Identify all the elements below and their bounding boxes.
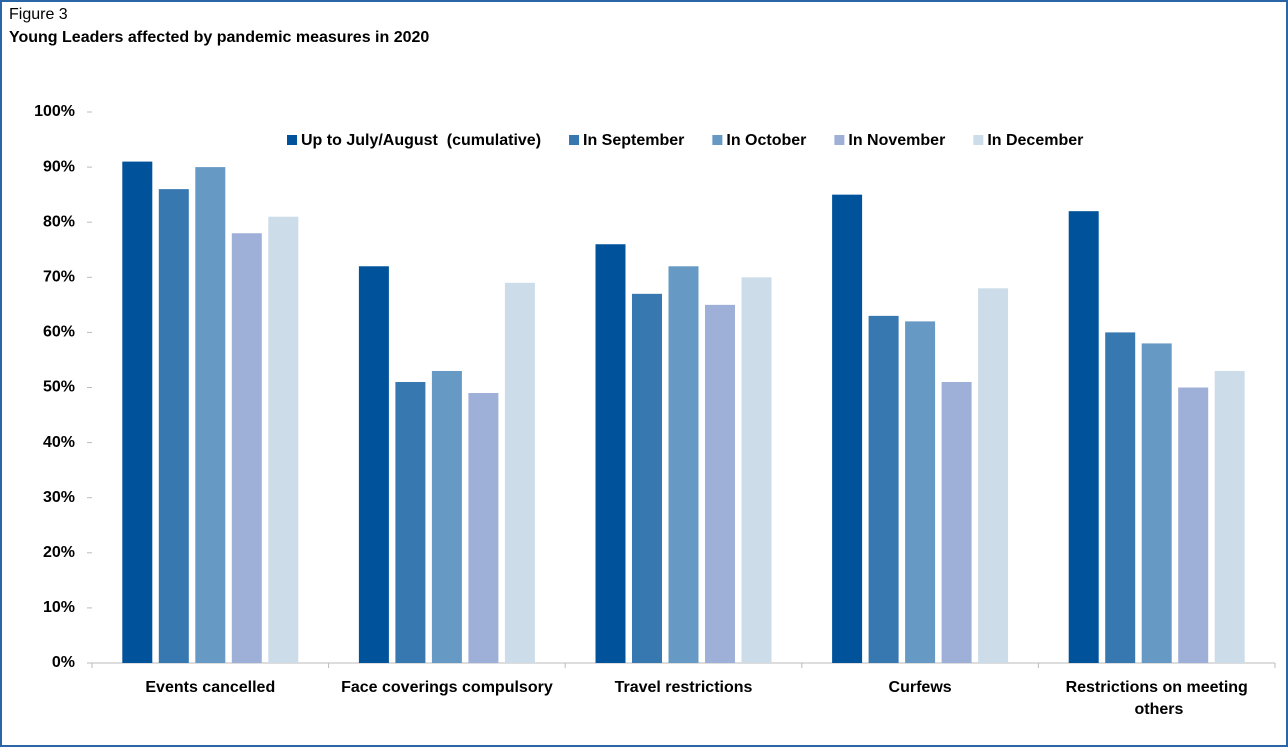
bar [741, 277, 772, 663]
x-tick-label: Events cancelled [145, 679, 275, 696]
legend-label: In November [848, 132, 945, 149]
bar [122, 161, 153, 663]
bar [395, 381, 426, 663]
y-tick-label: 10% [43, 599, 75, 616]
bar [978, 288, 1009, 663]
chart-title: Young Leaders affected by pandemic measu… [9, 29, 429, 46]
legend-label: In December [987, 132, 1083, 149]
bar [1068, 211, 1099, 663]
bar [705, 304, 735, 663]
bar [504, 282, 535, 663]
y-tick-label: 80% [43, 213, 75, 230]
legend-label: Up to July/August (cumulative) [301, 132, 541, 149]
bar [1178, 387, 1209, 663]
bar [231, 233, 262, 663]
bar [1105, 332, 1136, 663]
bar [268, 216, 299, 663]
bar [468, 393, 499, 663]
y-tick-label: 40% [43, 434, 75, 451]
bar [668, 266, 699, 663]
bar [195, 167, 226, 663]
bar [158, 189, 189, 663]
bar [941, 381, 972, 663]
bar [905, 321, 936, 663]
x-tick-label: Restrictions on meeting others [1066, 679, 1248, 718]
x-tick-label: Curfews [889, 679, 952, 696]
x-tick-label: Travel restrictions [615, 679, 753, 696]
figure-label: Figure 3 [9, 6, 68, 23]
bar [632, 293, 662, 663]
y-tick-label: 20% [43, 544, 75, 561]
bar [1214, 370, 1245, 663]
y-tick-label: 50% [43, 379, 75, 396]
legend-swatch [834, 135, 845, 145]
bar [358, 266, 389, 663]
bar [431, 370, 462, 663]
y-tick-label: 60% [43, 324, 75, 341]
y-tick-label: 0% [52, 654, 75, 671]
legend-label: In October [726, 132, 806, 149]
bar [1141, 343, 1172, 663]
bar [832, 194, 863, 663]
legend-swatch [287, 135, 297, 145]
y-tick-label: 100% [34, 103, 75, 120]
legend-swatch [973, 135, 984, 145]
bar [595, 244, 626, 664]
legend-swatch [569, 135, 580, 145]
y-tick-label: 70% [43, 269, 75, 286]
y-tick-label: 90% [43, 158, 75, 175]
bar [868, 315, 899, 663]
y-tick-label: 30% [43, 489, 75, 506]
legend-label: In September [583, 132, 684, 149]
legend-swatch [712, 135, 723, 145]
x-tick-label: Face coverings compulsory [341, 679, 553, 696]
